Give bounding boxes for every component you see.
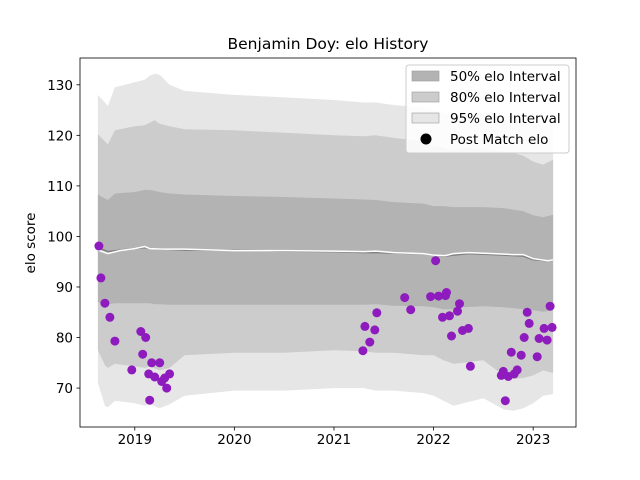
legend-swatch (411, 70, 440, 82)
post-match-point (165, 369, 175, 379)
post-match-point (96, 273, 106, 283)
post-match-point (453, 306, 462, 316)
post-match-point (512, 365, 522, 375)
post-match-point (426, 292, 436, 302)
post-match-point (150, 372, 160, 382)
post-match-point (105, 312, 115, 322)
post-match-point (455, 299, 464, 309)
y-tick-label: 90 (56, 280, 73, 296)
post-match-point (147, 358, 157, 368)
legend-box (405, 64, 570, 154)
post-match-point (155, 358, 165, 368)
post-match-point (127, 365, 137, 375)
legend-label: 50% elo Interval (450, 69, 561, 85)
y-tick-label: 130 (47, 78, 73, 94)
y-tick-label: 70 (56, 381, 73, 397)
post-match-point (110, 336, 120, 346)
post-match-point (400, 293, 410, 303)
y-tick-label: 80 (56, 331, 73, 347)
post-match-point (534, 334, 544, 343)
post-match-point (136, 327, 146, 336)
median-line (97, 245, 554, 262)
post-match-point (370, 325, 380, 335)
y-axis-label: elo score (23, 213, 39, 274)
post-match-point (539, 323, 549, 333)
post-match-point (545, 301, 555, 311)
plot-area (94, 73, 557, 411)
x-tick-label: 2022 (416, 432, 450, 448)
axes: 2019 2020 2021 2022 2023 70 80 90 100 110 120 130 (47, 57, 577, 448)
post-match-point (522, 307, 532, 317)
post-match-point (447, 331, 456, 341)
post-match-point (445, 311, 454, 321)
y-tick-label: 120 (47, 128, 73, 144)
post-match-point (547, 322, 557, 332)
post-match-point (358, 346, 368, 356)
post-match-point (145, 395, 155, 405)
post-match-point (360, 321, 370, 331)
post-match-point (532, 352, 542, 362)
x-tick-label: 2019 (118, 432, 152, 448)
post-match-point (516, 350, 526, 360)
y-tick-label: 110 (47, 179, 73, 195)
post-match-point (438, 312, 447, 322)
post-match-point (500, 396, 510, 406)
post-match-point (100, 298, 110, 308)
y-tick-label: 100 (47, 229, 73, 245)
legend-swatch (411, 91, 440, 103)
legend-label: 80% elo Interval (450, 90, 561, 106)
post-match-point (162, 383, 172, 393)
post-match-point (465, 361, 475, 371)
post-match-point (94, 241, 104, 251)
post-match-point (519, 333, 529, 342)
legend-swatch (411, 112, 440, 124)
x-tick-label: 2023 (516, 432, 550, 448)
post-match-point (365, 337, 375, 347)
legend-label: 95% elo Interval (450, 111, 561, 127)
post-match-point (406, 305, 416, 315)
post-match-point (442, 288, 451, 297)
legend-label: Post Match elo (450, 132, 548, 148)
axes-frame (79, 57, 577, 428)
post-match-point (372, 308, 382, 318)
chart-title: Benjamin Doy: elo History (228, 35, 429, 53)
post-match-point (542, 335, 552, 345)
x-tick-label: 2020 (217, 432, 251, 448)
post-match-point (434, 291, 444, 301)
post-match-point (138, 349, 148, 359)
post-match-point (141, 333, 151, 342)
mean-line (97, 246, 554, 262)
post-match-point (431, 256, 441, 266)
legend: 50% elo Interval 80% elo Interval 95% elo … (405, 64, 570, 154)
post-match-point (506, 347, 516, 357)
legend-marker (420, 133, 432, 145)
x-tick-label: 2021 (317, 432, 351, 448)
post-match-point (524, 318, 534, 328)
post-match-point (463, 323, 473, 333)
